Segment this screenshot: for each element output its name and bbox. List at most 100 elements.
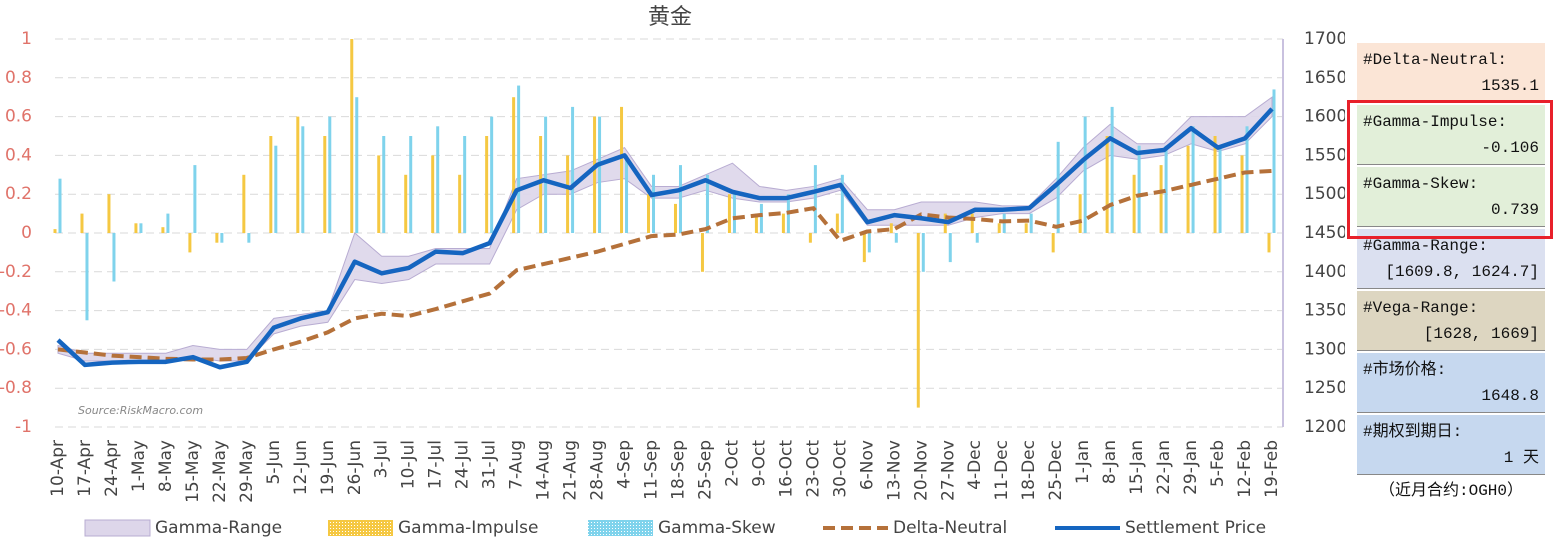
bar (409, 136, 413, 233)
x-tick-label: 31-Jul (480, 440, 500, 489)
bar (1245, 126, 1249, 233)
bar (705, 174, 709, 233)
legend-swatch (84, 519, 151, 537)
bar (1110, 106, 1114, 233)
bar (269, 136, 273, 233)
bar (997, 223, 1001, 233)
x-tick-label: 8-Jan (1100, 440, 1120, 484)
x-tick-label: 4-Dec (965, 440, 985, 490)
x-tick-label: 15-Jan (1127, 440, 1147, 495)
bar (1132, 174, 1136, 233)
y-tick-label: -0.2 (0, 262, 32, 282)
bar (894, 233, 898, 243)
bar (485, 136, 489, 233)
x-tick-label: 22-Jan (1154, 440, 1174, 495)
x-tick-label: 26-Jun (345, 440, 365, 495)
x-tick-label: 10-Jul (399, 440, 419, 489)
bar (1272, 89, 1276, 233)
label: #Delta-Neutral: (1363, 51, 1508, 69)
x-tick-label: 7-Aug (507, 440, 527, 490)
y-tick-label: 0 (21, 223, 32, 243)
bar (301, 126, 305, 233)
y2-tick-label: 1700 (1304, 29, 1345, 49)
legend-swatch (588, 520, 653, 536)
x-tick-label: 2-Oct (722, 440, 742, 487)
label: #Gamma-Impulse: (1363, 113, 1508, 131)
x-tick-label: 14-Aug (534, 440, 554, 501)
x-tick-label: 18-Dec (1019, 440, 1039, 501)
bar (247, 233, 251, 243)
x-tick-label: 5-Jun (264, 440, 284, 484)
y-tick-label: 0.8 (5, 68, 32, 88)
bar (652, 174, 656, 233)
legend-label: Delta-Neutral (893, 518, 1007, 538)
panel-row: #Gamma-Range: [1609.8, 1624.7] (1357, 229, 1545, 289)
bar (566, 155, 570, 233)
x-tick-label: 23-Oct (803, 440, 823, 498)
y2-tick-label: 1650 (1304, 68, 1345, 88)
bar (112, 233, 116, 282)
x-tick-label: 19-Jun (318, 440, 338, 495)
bar (727, 194, 731, 233)
bar (274, 145, 278, 233)
x-tick-label: 13-Nov (884, 440, 904, 501)
x-tick-label: 28-Aug (588, 440, 608, 501)
bar (1267, 233, 1271, 253)
x-tick-label: 29-Jan (1181, 440, 1201, 495)
bar (781, 213, 785, 233)
x-tick-label: 15-May (183, 440, 203, 503)
bar (1186, 145, 1190, 233)
bar (862, 233, 866, 263)
bar (431, 155, 435, 233)
legend-label: Gamma-Skew (658, 518, 776, 538)
bar (436, 126, 440, 233)
value: 0.739 (1490, 201, 1539, 219)
legend-swatch (328, 520, 393, 536)
bar (620, 106, 624, 233)
y-tick-label: -0.8 (0, 378, 32, 398)
y2-tick-label: 1500 (1304, 184, 1345, 204)
bar (598, 116, 602, 233)
bar (1024, 223, 1028, 233)
bar (678, 165, 682, 233)
y-tick-label: 1 (21, 29, 32, 49)
bar (134, 223, 138, 233)
bar (382, 136, 386, 233)
bar (867, 233, 871, 253)
bar (1078, 194, 1082, 233)
x-tick-label: 22-May (210, 440, 230, 503)
bar (1213, 136, 1217, 233)
bar (296, 116, 300, 233)
x-tick-label: 11-Sep (642, 440, 662, 500)
range-area (57, 96, 1273, 362)
label: #Gamma-Range: (1363, 237, 1488, 255)
bar (835, 213, 839, 233)
info-panel: #Delta-Neutral: 1535.1 #Gamma-Impulse: -0.… (1357, 43, 1545, 505)
x-tick-label: 29-May (237, 440, 257, 503)
x-tick-label: 17-Jul (426, 440, 446, 489)
x-tick-label: 16-Oct (776, 440, 796, 498)
x-tick-label: 5-Feb (1208, 440, 1228, 487)
bar (1159, 165, 1163, 233)
bar (1218, 145, 1222, 233)
x-tick-label: 19-Feb (1262, 440, 1282, 498)
x-tick-label: 30-Oct (830, 440, 850, 498)
value: [1628, 1669] (1423, 325, 1539, 343)
x-tick-label: 11-Dec (992, 440, 1012, 501)
x-tick-label: 1-May (129, 440, 149, 492)
bar (463, 136, 467, 233)
bar (673, 203, 677, 233)
x-tick-label: 10-Apr (48, 440, 68, 497)
bar (700, 233, 704, 272)
bar (544, 116, 548, 233)
line (57, 168, 1273, 362)
bar (220, 233, 224, 243)
y-tick-label: 0.2 (5, 184, 32, 204)
bar (647, 194, 651, 233)
x-tick-label: 24-Jul (453, 440, 473, 489)
bar (571, 106, 575, 233)
x-tick-label: 25-Dec (1046, 440, 1066, 501)
y2-tick-label: 1300 (1304, 339, 1345, 359)
x-tick-label: 9-Oct (749, 440, 769, 487)
y2-tick-label: 1250 (1304, 378, 1345, 398)
